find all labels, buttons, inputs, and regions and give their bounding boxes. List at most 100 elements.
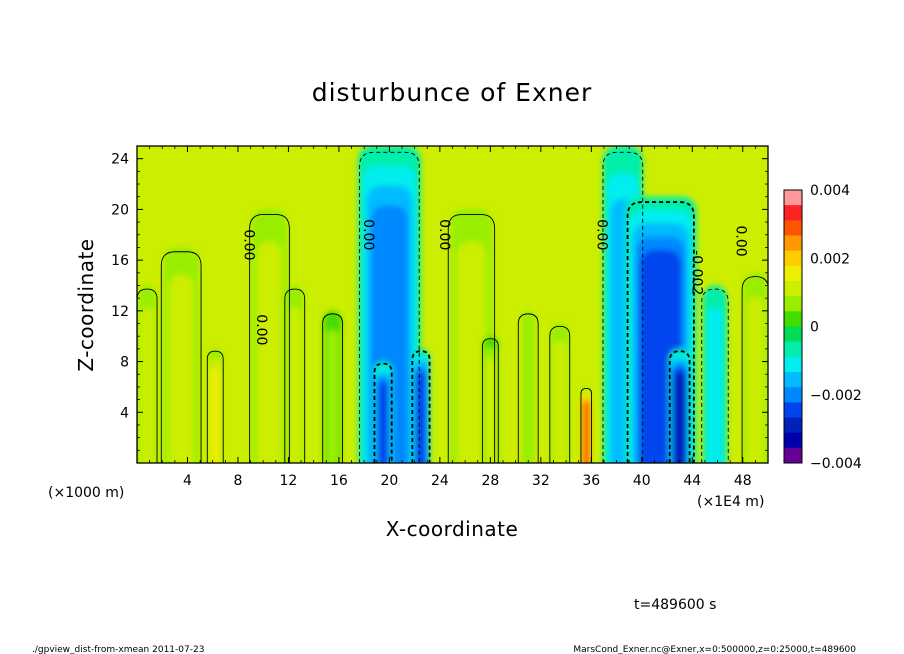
colorbar-swatch xyxy=(784,205,802,221)
field-cell xyxy=(673,372,686,463)
colorbar-swatch xyxy=(784,402,802,418)
x-tick-label: 28 xyxy=(481,473,499,489)
field-cell xyxy=(415,371,427,463)
colorbar-swatch xyxy=(784,250,802,267)
contour-line xyxy=(741,276,768,463)
y-tick-label: 24 xyxy=(111,152,129,168)
contour-line xyxy=(359,151,420,463)
contour-line xyxy=(249,214,290,463)
colorbar-swatch xyxy=(784,356,802,373)
field-cell xyxy=(377,381,389,463)
y-tick-label: 16 xyxy=(111,253,129,269)
field-cell xyxy=(140,307,154,463)
footer-left: ./gpview_dist-from-xmean 2011-07-23 xyxy=(32,645,204,654)
contour-line xyxy=(373,362,393,463)
field-cell xyxy=(326,329,339,463)
x-tick-label: 12 xyxy=(280,473,298,489)
field-cell xyxy=(553,340,566,463)
contour-line xyxy=(322,313,343,463)
y-tick-label: 20 xyxy=(111,202,129,218)
colorbar-swatch xyxy=(784,417,802,433)
field-cell xyxy=(706,307,724,463)
field-cell xyxy=(288,307,301,463)
colorbar-swatch xyxy=(784,220,802,236)
field-cell xyxy=(168,274,194,463)
field-cell xyxy=(457,241,486,463)
colorbar-tick-label: −0.002 xyxy=(810,388,862,404)
colorbar-swatch xyxy=(784,447,802,464)
colorbar-swatch xyxy=(784,235,802,251)
field-cell xyxy=(522,310,535,463)
contour-line xyxy=(411,350,431,463)
x-axis-label: X-coordinate xyxy=(386,517,519,541)
contour-label: 0.00 xyxy=(253,314,269,345)
contour-line xyxy=(701,288,729,463)
colorbar-tick-label: 0.002 xyxy=(810,251,850,267)
colorbar-swatch xyxy=(784,432,802,449)
colorbar-swatch xyxy=(784,311,802,327)
contour-line xyxy=(160,251,202,463)
contour-label: 0.00 xyxy=(360,219,376,250)
y-tick-label: 8 xyxy=(120,355,129,371)
x-tick-label: 8 xyxy=(233,473,242,489)
contour-line xyxy=(626,201,695,463)
contour-line xyxy=(447,214,496,463)
x-tick-label: 40 xyxy=(633,473,651,489)
y-axis-label: Z-coordinate xyxy=(74,238,98,371)
colorbar-swatch xyxy=(784,265,802,282)
x-tick-label: 20 xyxy=(380,473,398,489)
x-tick-label: 44 xyxy=(683,473,701,489)
contour-line xyxy=(284,288,306,463)
x-tick-label: 48 xyxy=(734,473,752,489)
colorbar-swatch xyxy=(784,190,802,206)
colorbar-frame xyxy=(783,189,803,464)
x-unit-label: (×1E4 m) xyxy=(697,494,764,510)
contour-line xyxy=(481,338,499,463)
y-tick-label: 12 xyxy=(111,304,129,320)
contour-layer xyxy=(137,151,768,463)
colorbar-tick-label: 0 xyxy=(810,320,819,336)
contour-label: 0.00 xyxy=(436,219,452,250)
field-cell xyxy=(257,241,282,463)
contour-label: -0.002 xyxy=(688,250,704,295)
footer-right: MarsCond_Exner.nc@Exner,x=0:500000,z=0:2… xyxy=(573,645,856,654)
field-cell xyxy=(747,296,764,463)
field-layer xyxy=(138,146,768,463)
colorbar: 0.004 0.002 0 −0.002 −0.004 xyxy=(783,183,862,472)
contour-labels: 0.00 0.00 0.00 0.00 0.00 -0.002 0.00 xyxy=(240,219,748,345)
contour-line xyxy=(517,313,539,463)
x-tick-label: 32 xyxy=(532,473,550,489)
y-unit-label: (×1000 m) xyxy=(48,485,124,501)
contour-line xyxy=(602,151,644,463)
y-tick-label: 4 xyxy=(120,405,129,421)
contour-label: 0.00 xyxy=(594,219,610,250)
contour-line xyxy=(206,350,224,463)
colorbar-tick-label: −0.004 xyxy=(810,456,862,472)
x-axis: 4 8 12 16 20 24 28 32 36 40 44 48 xyxy=(149,146,756,489)
x-tick-label: 4 xyxy=(183,473,192,489)
field-cell xyxy=(210,367,221,463)
contour-line xyxy=(668,350,691,463)
colorbar-swatch xyxy=(784,387,802,403)
colorbar-swatch xyxy=(784,296,802,312)
contour-label: 0.00 xyxy=(732,226,748,257)
colorbar-swatch xyxy=(784,372,802,388)
y-axis: 4 8 12 16 20 24 xyxy=(111,152,768,451)
colorbar-swatch xyxy=(784,326,802,342)
x-tick-label: 16 xyxy=(330,473,348,489)
field-blur-group xyxy=(138,146,768,463)
field-cell xyxy=(582,402,590,463)
colorbar-swatch xyxy=(784,341,802,358)
time-label: t=489600 s xyxy=(634,597,716,613)
chart-title: disturbunce of Exner xyxy=(312,78,593,107)
colorbar-tick-label: 0.004 xyxy=(810,183,850,199)
contour-label: 0.00 xyxy=(240,229,256,260)
x-tick-label: 24 xyxy=(431,473,449,489)
contour-line xyxy=(580,387,593,463)
colorbar-swatch xyxy=(784,281,802,297)
x-tick-label: 36 xyxy=(582,473,600,489)
field-cell xyxy=(485,357,496,463)
contour-line xyxy=(549,325,571,463)
